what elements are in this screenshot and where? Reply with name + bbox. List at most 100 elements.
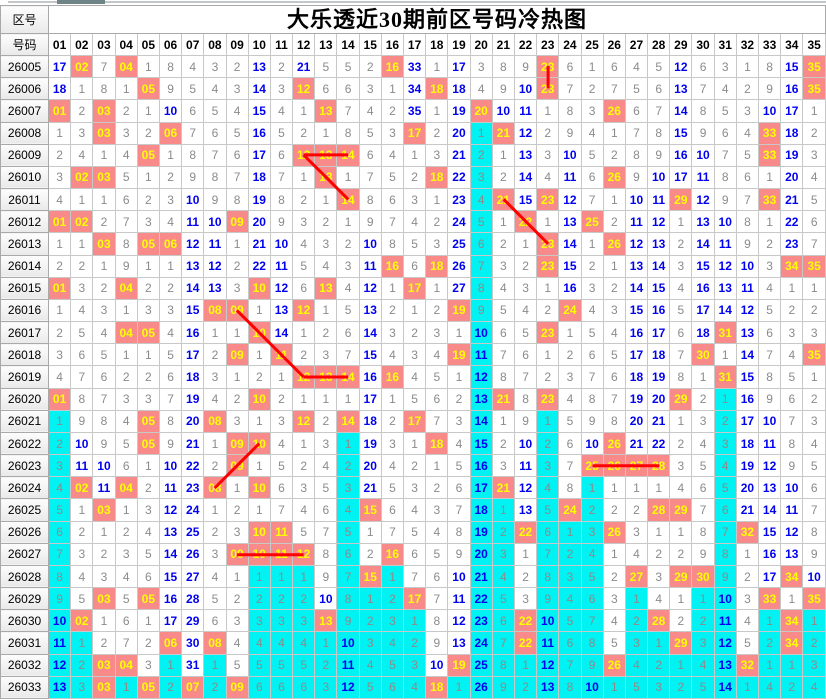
cell-value: 23 — [541, 392, 555, 407]
cell-value: 9 — [100, 436, 108, 451]
cell-value: 2 — [122, 525, 130, 540]
cell-value: 3 — [610, 303, 618, 318]
cell-value: 5 — [433, 369, 441, 384]
cell-value: 2 — [610, 281, 618, 296]
miss-count-cell: 2 — [114, 365, 138, 389]
cell-value: 34 — [785, 636, 799, 651]
cell-value: 5 — [122, 170, 130, 185]
cell-value: 1 — [78, 192, 86, 207]
drawn-number-cell: 12 — [292, 365, 316, 389]
miss-count-cell: 4 — [580, 298, 604, 323]
cold-streak-cell: 1 — [757, 653, 782, 677]
miss-count-cell: 1 — [558, 321, 582, 345]
cell-value: 8 — [366, 192, 374, 207]
cell-value: 20 — [629, 414, 644, 429]
cell-value: 1 — [544, 414, 552, 429]
cell-value: 8 — [744, 214, 751, 229]
cell-value: 11 — [452, 591, 466, 606]
cell-value: 33 — [762, 126, 777, 141]
cell-value: 5 — [78, 591, 86, 606]
miss-count-cell: 3 — [92, 564, 116, 589]
miss-count-cell: 5 — [402, 520, 427, 544]
cell-value: 5 — [610, 636, 618, 651]
cell-value: 2 — [145, 126, 152, 141]
cold-streak-cell: 2 — [713, 409, 737, 433]
cold-streak-cell: 4 — [469, 188, 493, 212]
miss-count-cell: 2 — [647, 542, 671, 566]
cold-streak-cell: 22 — [469, 587, 493, 611]
cold-streak-cell: 5 — [269, 653, 294, 677]
cell-value: 6 — [211, 126, 219, 141]
cell-value: 7 — [588, 369, 596, 384]
miss-count-cell: 9 — [203, 188, 227, 212]
miss-count-cell: 2 — [669, 232, 693, 256]
cell-value: 02 — [75, 214, 89, 229]
cell-value: 8 — [588, 392, 596, 407]
cell-value: 14 — [274, 325, 289, 340]
top-border-strip — [0, 0, 826, 5]
cell-value: 4 — [633, 59, 640, 74]
miss-count-cell: 7 — [92, 54, 116, 79]
cell-value: 6 — [788, 392, 796, 407]
cold-streak-cell: 8 — [713, 542, 737, 566]
cell-value: 02 — [75, 613, 89, 628]
cell-value: 4 — [766, 680, 773, 695]
miss-count-cell: 4 — [780, 343, 804, 367]
cell-value: 13 — [208, 281, 222, 296]
cell-value: 1 — [122, 680, 130, 695]
drawn-number-cell: 14 — [336, 188, 360, 212]
cell-value: 3 — [278, 613, 285, 628]
miss-count-cell: 4 — [602, 609, 626, 633]
cell-value: 1 — [255, 569, 263, 584]
drawn-number-cell: 09 — [225, 431, 249, 456]
miss-count-cell: 1 — [602, 476, 626, 500]
cell-value: 33 — [762, 591, 777, 606]
miss-count-cell: 4 — [402, 210, 427, 234]
miss-count-cell: 4 — [314, 254, 338, 278]
drawn-number-cell: 33 — [757, 143, 782, 167]
cell-value: 1 — [322, 192, 330, 207]
miss-count-cell: 2 — [47, 321, 72, 345]
cell-value: 16 — [474, 458, 488, 473]
miss-count-cell: 13 — [647, 232, 671, 256]
cell-value: 14 — [518, 170, 533, 185]
cell-value: 3 — [766, 259, 773, 274]
cell-value: 13 — [163, 525, 178, 540]
miss-count-cell: 12 — [713, 254, 737, 278]
cell-value: 1 — [433, 59, 441, 74]
cell-value: 8 — [100, 414, 108, 429]
miss-count-cell: 9 — [158, 431, 183, 456]
cell-value: 2 — [255, 369, 263, 384]
cold-streak-cell: 9 — [469, 298, 493, 323]
column-header: 27 — [624, 33, 649, 56]
miss-count-cell: 5 — [647, 54, 671, 79]
cell-value: 35 — [807, 591, 821, 606]
cell-value: 1 — [677, 591, 685, 606]
cell-value: 2 — [411, 458, 418, 473]
cell-value: 1 — [433, 192, 441, 207]
cell-value: 11 — [519, 103, 532, 118]
cell-value: 1 — [522, 236, 529, 251]
miss-count-cell: 1 — [780, 587, 804, 611]
miss-count-cell: 9 — [513, 409, 538, 433]
cell-value: 8 — [167, 414, 174, 429]
drawn-number-cell: 23 — [536, 232, 560, 256]
cell-value: 03 — [97, 658, 111, 673]
miss-count-cell: 6 — [203, 121, 227, 145]
cell-value: 3 — [655, 680, 662, 695]
cell-value: 10 — [762, 414, 777, 429]
miss-count-cell: 3 — [713, 54, 737, 79]
miss-count-cell: 2 — [536, 365, 560, 389]
drawn-number-cell: 03 — [92, 675, 116, 699]
miss-count-cell: 9 — [114, 254, 138, 278]
cell-value: 10 — [252, 392, 266, 407]
cell-value: 01 — [52, 281, 67, 296]
miss-count-cell: 1 — [602, 254, 626, 278]
drawn-number-cell: 01 — [47, 210, 72, 234]
cell-value: 5 — [610, 347, 618, 362]
cold-streak-cell: 12 — [536, 653, 560, 677]
drawn-number-cell: 24 — [558, 498, 582, 522]
cell-value: 7 — [633, 126, 640, 141]
miss-count-cell: 2 — [92, 542, 116, 566]
miss-count-cell: 10 — [269, 232, 294, 256]
